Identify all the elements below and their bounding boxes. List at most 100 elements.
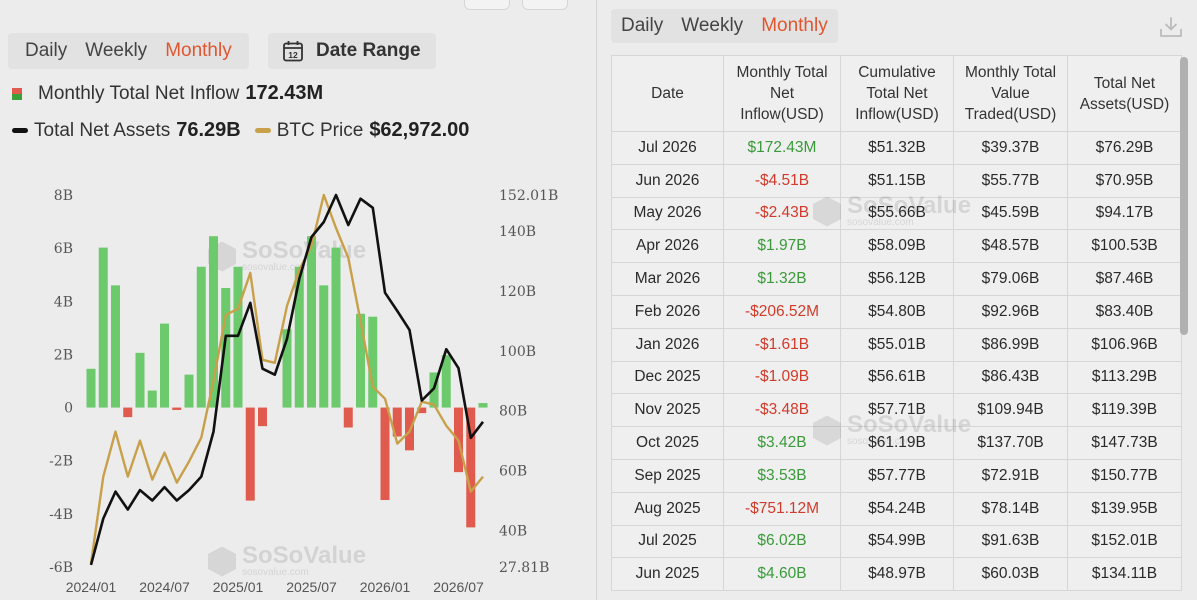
period-tabs: Daily Weekly Monthly [8,33,249,69]
inflow-bar [417,407,427,414]
cell-date: Jul 2026 [611,131,724,165]
cell-date: Apr 2026 [611,229,724,264]
inflow-bar [392,407,402,437]
cell-cumulative-net-inflow: $57.77B [840,458,954,493]
inflow-bar [380,407,390,501]
inflow-bar [86,368,96,408]
inflow-bar [221,288,231,408]
table-row[interactable]: Jun 2026 -$4.51B $51.15B $55.77B $70.95B [611,163,1182,198]
header-cumulative-net-inflow[interactable]: Cumulative Total Net Inflow(USD) [840,55,954,132]
cell-cumulative-net-inflow: $54.24B [840,491,954,526]
table-panel: Daily Weekly Monthly Date Monthly Total … [597,0,1197,600]
header-monthly-net-inflow[interactable]: Monthly Total Net Inflow(USD) [723,55,841,132]
inflow-bar [319,285,329,408]
cell-total-net-assets: $70.95B [1067,163,1182,198]
inflow-bar [135,352,145,408]
cell-cumulative-net-inflow: $51.15B [840,163,954,198]
tab-daily[interactable]: Daily [25,40,68,61]
tab-daily[interactable]: Daily [621,15,664,36]
cell-date: Feb 2026 [611,294,724,329]
table-row[interactable]: Sep 2025 $3.53B $57.77B $72.91B $150.77B [611,458,1182,493]
y-axis-left-tick-label: 8B [54,188,73,204]
header-total-net-assets[interactable]: Total Net Assets(USD) [1067,55,1182,132]
btc-label: BTC Price [276,119,364,141]
table-row[interactable]: Nov 2025 -$3.48B $57.71B $109.94B $119.39B [611,393,1182,428]
x-axis-tick-label: 2025/07 [286,579,337,595]
cell-value-traded: $86.43B [953,360,1068,395]
table-row[interactable]: Jul 2025 $6.02B $54.99B $91.63B $152.01B [611,524,1182,559]
header-value-traded[interactable]: Monthly Total Value Traded(USD) [953,55,1068,132]
table-row[interactable]: Jan 2026 -$1.61B $55.01B $86.99B $106.96B [611,327,1182,362]
y-axis-right-tick-label: 40B [499,523,527,539]
top-control-stub[interactable] [522,0,568,10]
inflow-bar [282,329,292,408]
cell-monthly-net-inflow: -$4.51B [723,163,841,198]
cell-date: Sep 2025 [611,458,724,493]
cell-date: Aug 2025 [611,491,724,526]
table-row[interactable]: May 2026 -$2.43B $55.66B $45.59B $94.17B [611,196,1182,231]
cell-monthly-net-inflow: -$3.48B [723,393,841,428]
table-period-tabs: Daily Weekly Monthly [611,9,838,43]
cell-total-net-assets: $139.95B [1067,491,1182,526]
inflow-bar [441,355,451,408]
y-axis-right-tick-label: 152.01B [499,188,558,204]
monthly-data-table: Date Monthly Total Net Inflow(USD) Cumul… [611,55,1182,592]
inflow-metric: Monthly Total Net Inflow 172.43M [12,82,323,105]
btc-value: $62,972.00 [369,119,470,141]
inflow-bar [356,313,365,408]
cell-value-traded: $45.59B [953,196,1068,231]
table-row[interactable]: Oct 2025 $3.42B $61.19B $137.70B $147.73B [611,426,1182,460]
cell-monthly-net-inflow: $3.53B [723,458,841,493]
cell-value-traded: $92.96B [953,294,1068,329]
calendar-icon: 12 [283,41,303,62]
y-axis-right-tick-label: 80B [499,404,527,420]
inflow-label: Monthly Total Net Inflow [38,82,240,104]
total-net-assets-line [89,193,485,566]
cell-cumulative-net-inflow: $51.32B [840,131,954,165]
cell-value-traded: $91.63B [953,524,1068,559]
table-row[interactable]: Mar 2026 $1.32B $56.12B $79.06B $87.46B [611,262,1182,296]
cell-monthly-net-inflow: $1.97B [723,229,841,264]
cell-value-traded: $79.06B [953,262,1068,296]
cell-total-net-assets: $134.11B [1067,557,1182,592]
table-row[interactable]: Jul 2026 $172.43M $51.32B $39.37B $76.29B [611,131,1182,165]
y-axis-left-tick-label: 4B [54,294,73,310]
tab-weekly[interactable]: Weekly [681,15,744,36]
cell-date: Dec 2025 [611,360,724,395]
cell-monthly-net-inflow: $1.32B [723,262,841,296]
tab-monthly[interactable]: Monthly [165,40,232,61]
cell-date: Jan 2026 [611,327,724,362]
table-row[interactable]: Aug 2025 -$751.12M $54.24B $78.14B $139.95B [611,491,1182,526]
cell-value-traded: $39.37B [953,131,1068,165]
table-row[interactable]: Dec 2025 -$1.09B $56.61B $86.43B $113.29B [611,360,1182,395]
panel-divider [596,0,597,600]
header-date[interactable]: Date [611,55,724,132]
cell-total-net-assets: $76.29B [1067,131,1182,165]
cell-monthly-net-inflow: -$206.52M [723,294,841,329]
inflow-bar [172,407,182,410]
cell-cumulative-net-inflow: $54.80B [840,294,954,329]
table-row[interactable]: Apr 2026 $1.97B $58.09B $48.57B $100.53B [611,229,1182,264]
table-row[interactable]: Feb 2026 -$206.52M $54.80B $92.96B $83.40B [611,294,1182,329]
table-row[interactable]: Jun 2025 $4.60B $48.97B $60.03B $134.11B [611,557,1182,592]
download-icon[interactable] [1159,16,1183,38]
top-control-stub[interactable] [464,0,510,10]
cell-value-traded: $48.57B [953,229,1068,264]
cell-monthly-net-inflow: $172.43M [723,131,841,165]
inflow-value: 172.43M [245,82,324,104]
cell-monthly-net-inflow: $3.42B [723,426,841,460]
cell-value-traded: $137.70B [953,426,1068,460]
cell-total-net-assets: $94.17B [1067,196,1182,231]
inflow-bar [233,266,243,408]
cell-cumulative-net-inflow: $54.99B [840,524,954,559]
y-axis-right-tick-label: 27.81B [499,560,549,576]
date-range-button[interactable]: 12 Date Range [268,33,436,69]
inflow-bar [343,407,353,428]
cell-value-traded: $109.94B [953,393,1068,428]
table-scrollbar[interactable] [1180,57,1188,335]
y-axis-left-tick-label: 6B [54,241,73,257]
inflow-bar [478,403,488,408]
inflow-bar [111,285,120,408]
tab-weekly[interactable]: Weekly [85,40,148,61]
tab-monthly[interactable]: Monthly [761,15,828,36]
